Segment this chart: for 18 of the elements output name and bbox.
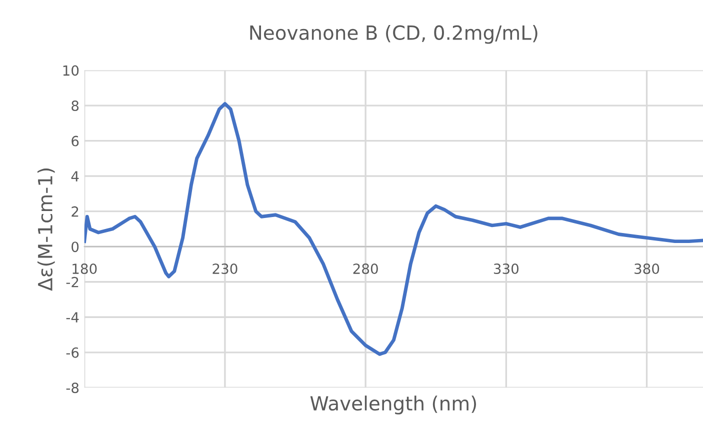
y-tick-label: -8 <box>66 382 79 394</box>
y-tick-label: -2 <box>66 276 78 288</box>
y-axis-title: Δε(M-1cm-1) <box>37 168 55 291</box>
y-tick-label: 8 <box>72 100 79 112</box>
x-tick-label: 280 <box>353 264 378 274</box>
y-tick-label: 10 <box>63 65 79 76</box>
x-axis-title: Wavelength (nm) <box>310 396 476 414</box>
x-tick-label: 180 <box>72 264 97 274</box>
y-tick-label: 2 <box>72 206 78 217</box>
y-tick-label: 6 <box>72 136 79 146</box>
y-tick-label: 0 <box>72 242 79 252</box>
y-tick-label: -6 <box>66 347 79 358</box>
x-tick-label: 330 <box>494 264 518 274</box>
x-tick-label: 230 <box>212 264 238 274</box>
y-tick-label: 4 <box>71 171 79 182</box>
y-tick-label: -4 <box>66 312 79 322</box>
x-tick-label: 380 <box>634 264 660 274</box>
chart-title: Neovanone B (CD, 0.2mg/mL) <box>250 24 538 44</box>
